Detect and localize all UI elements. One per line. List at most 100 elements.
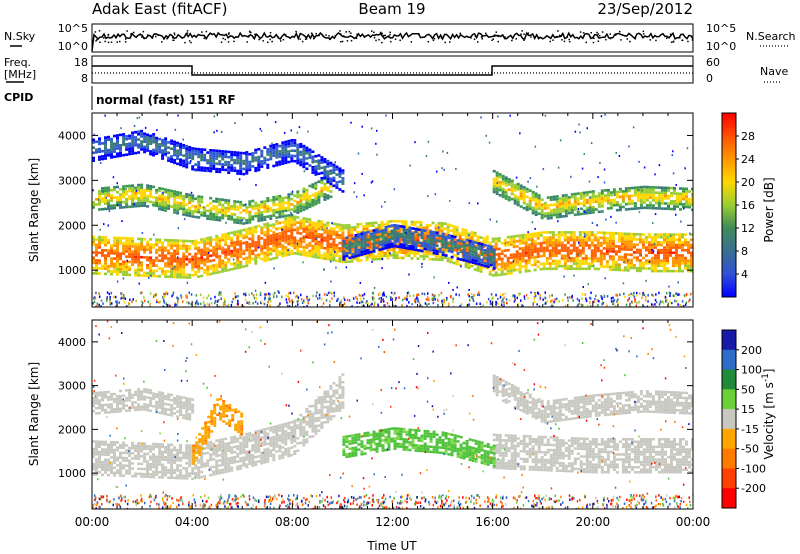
noise-search-dot — [597, 40, 600, 42]
noise-search-dot — [590, 32, 592, 34]
noise-search-dot — [601, 31, 604, 33]
noise-tick-top-left: 10^5 — [58, 22, 88, 35]
noise-search-dot — [186, 30, 189, 32]
noise-search-dot — [228, 32, 230, 34]
noise-search-dot — [188, 40, 191, 42]
noise-search-dot — [504, 36, 506, 38]
noise-search-dot — [493, 35, 496, 38]
noise-search-dot — [139, 33, 142, 35]
noise-search-dot — [537, 36, 540, 38]
noise-search-dot — [389, 33, 391, 36]
noise-search-dot — [282, 38, 285, 41]
noise-search-dot — [201, 31, 203, 33]
noise-search-dot — [427, 41, 430, 43]
noise-search-dot — [449, 41, 451, 43]
noise-search-dot — [269, 32, 272, 34]
noise-search-dot — [269, 38, 271, 41]
noise-search-dot — [583, 35, 585, 37]
noise-search-dot — [390, 40, 392, 43]
xtick-label-5: 20:00 — [576, 515, 611, 529]
cpid-label: CPID — [4, 91, 33, 104]
noise-search-dot — [171, 36, 174, 39]
noise-search-dot — [399, 39, 401, 42]
power-cbar-label-0: 4 — [741, 268, 748, 281]
noise-search-dot — [432, 39, 435, 42]
noise-search-dot — [552, 39, 554, 41]
noise-search-dot — [670, 41, 673, 43]
noise-search-dot — [691, 39, 694, 41]
noise-search-dot — [568, 40, 571, 43]
noise-search-dot — [384, 34, 386, 37]
noise-search-dot — [107, 41, 110, 44]
noise-search-dot — [116, 41, 118, 43]
noise-search-dot — [533, 36, 535, 38]
noise-search-dot — [477, 41, 479, 43]
noise-search-dot — [163, 38, 165, 40]
noise-search-dot — [304, 38, 307, 40]
noise-search-dot — [556, 36, 558, 38]
noise-search-dot — [485, 32, 487, 35]
noise-search-dot — [280, 37, 282, 39]
noise-search-dot — [381, 41, 383, 44]
noise-search-dot — [203, 37, 205, 40]
velocity-ylabel: Slant Range [km] — [27, 362, 41, 466]
noise-search-dot — [151, 37, 154, 39]
noise-search-dot — [473, 38, 476, 40]
velocity-cbar-label-0: 200 — [741, 344, 762, 357]
noise-search-dot — [373, 31, 375, 34]
noise-search-dot — [143, 37, 145, 39]
power-colorbar-label: Power [dB] — [762, 177, 776, 242]
power-ytick-label-2: 3000 — [58, 174, 86, 187]
noise-tick-bottom-left: 10^0 — [58, 40, 88, 53]
xlabel-time: Time UT — [366, 539, 417, 553]
noise-search-dot — [619, 30, 621, 33]
velocity-cbar-label-5: -50 — [741, 443, 759, 456]
velocity-ytick-label-2: 3000 — [58, 380, 86, 393]
noise-search-dot — [558, 34, 561, 37]
noise-search-dot — [107, 33, 110, 36]
noise-search-dot — [383, 34, 385, 37]
noise-search-dot — [562, 34, 565, 36]
noise-search-dot — [681, 39, 684, 41]
noise-search-dot — [155, 35, 157, 38]
noise-search-dot — [687, 40, 689, 43]
noise-search-dot — [679, 37, 681, 39]
noise-search-dot — [146, 34, 149, 36]
noise-search-dot — [172, 39, 174, 41]
noise-search-dot — [173, 39, 175, 41]
noise-search-dot — [605, 38, 607, 41]
power-cbar-label-2: 12 — [741, 222, 755, 235]
noise-tick-top-right: 10^5 — [706, 22, 736, 35]
noise-search-dot — [249, 31, 251, 33]
noise-search-dot — [459, 32, 462, 35]
noise-search-dot — [629, 40, 631, 43]
noise-search-dot — [620, 39, 622, 41]
power-cells — [92, 113, 693, 307]
noise-search-dot — [334, 35, 336, 37]
noise-search-dot — [649, 39, 651, 41]
noise-search-dot — [95, 40, 97, 42]
noise-search-dot — [444, 41, 446, 44]
noise-search-dot — [124, 41, 127, 43]
noise-search-dot — [355, 37, 358, 40]
power-ytick-label-3: 4000 — [58, 129, 86, 142]
velocity-cbar-label-1: 100 — [741, 364, 762, 377]
noise-search-dot — [119, 40, 121, 43]
velocity-cbar-segment-6 — [722, 448, 736, 469]
noise-search-dot — [96, 39, 98, 41]
noise-search-dot — [589, 36, 592, 38]
noise-search-dot — [480, 36, 483, 38]
nave-label: Nave — [760, 65, 788, 78]
noise-search-dot — [566, 36, 568, 38]
power-cbar-label-3: 16 — [741, 199, 755, 212]
noise-search-dot — [598, 35, 601, 37]
noise-search-dot — [356, 33, 358, 36]
noise-search-dot — [246, 41, 248, 43]
cpid-text: normal (fast) 151 RF — [96, 93, 236, 107]
velocity-cbar-segment-0 — [722, 330, 736, 351]
noise-search-dot — [389, 31, 391, 34]
noise-search-dot — [166, 37, 168, 40]
noise-search-dot — [227, 33, 230, 35]
power-cbar-label-5: 24 — [741, 153, 755, 166]
noise-search-dot — [615, 34, 617, 36]
